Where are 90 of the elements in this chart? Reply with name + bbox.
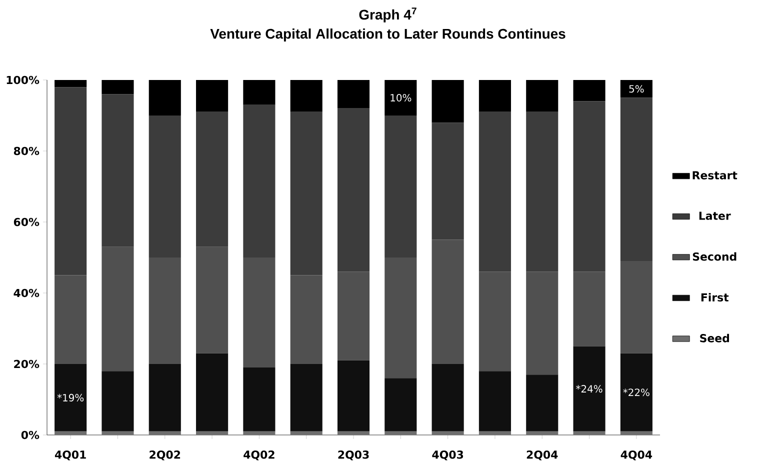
bar [196,431,228,435]
bar [620,431,652,435]
bar [102,94,134,247]
bar [290,80,322,112]
bar [102,80,134,94]
bar [432,122,464,240]
bar [148,364,181,432]
chart-subtitle: Venture Capital Allocation to Later Rounds Continues [210,28,566,42]
legend-label: First [701,293,729,302]
bar [432,364,464,432]
bar [54,431,87,435]
x-tick-label: 4Q02 [244,450,274,460]
bar [620,261,652,354]
y-tick-label: 20% [14,360,40,368]
bar [102,371,134,432]
bar [290,275,322,364]
bar [432,431,464,435]
bar [290,364,322,432]
bar [573,431,606,435]
bar [148,431,181,435]
bar [243,104,276,258]
bar [243,368,276,432]
bar [196,246,228,354]
data-label: *22% [623,388,650,396]
bar [384,257,417,378]
bar [620,80,652,98]
bar [196,112,228,247]
bar [526,112,558,272]
x-tick-label: 2Q02 [150,450,180,460]
x-tick-label: 4Q03 [432,450,464,460]
bar [573,80,606,102]
bar [478,272,512,372]
bar [526,431,558,435]
bar [526,80,558,112]
bar [478,431,512,435]
bar [573,346,606,432]
bar [290,112,322,276]
data-label: *24% [576,385,602,393]
bar [573,101,606,272]
bar [478,112,512,272]
bar [573,272,606,346]
data-label: 10% [390,94,412,102]
bar [337,80,370,108]
bar [54,275,87,364]
bar [337,360,370,432]
bar [148,115,181,258]
x-tick-label: 2Q03 [338,450,369,460]
bar [526,374,558,432]
bar [432,80,464,123]
legend-label: Restart [692,171,738,180]
bar [148,257,181,364]
x-tick-label: 4Q04 [620,450,652,460]
bar [196,353,228,432]
y-tick-label: 100% [6,76,40,84]
bar [102,431,134,435]
bar [620,353,652,432]
y-tick-label: 60% [14,218,40,226]
legend-label: Later [699,212,731,220]
x-tick-label: 2Q04 [526,450,558,460]
bar [243,80,276,105]
legend-label: Second [692,252,736,261]
y-tick-label: 40% [14,288,40,298]
bar [243,431,276,435]
bar [54,80,87,88]
y-tick-label: 80% [14,146,40,156]
bar [384,378,417,432]
bar [196,80,228,112]
bar [102,246,134,372]
y-tick-label: 0% [21,430,40,440]
bar [54,87,87,276]
chart-title: Graph 4$^{7}$ [359,8,416,22]
bar [432,240,464,364]
bar [148,80,181,116]
bar [620,98,652,262]
bar [243,257,276,368]
bar [478,371,512,432]
bar [478,80,512,112]
data-label: *19% [57,394,84,402]
bar [526,272,558,375]
bar [290,431,322,435]
bar [54,364,87,432]
x-tick-label: 4Q01 [54,450,86,460]
bar [337,272,370,360]
data-label: 5% [629,85,644,93]
bar [384,80,417,116]
bar [384,115,417,258]
legend-label: Seed [700,334,729,342]
bar [337,431,370,435]
bar [337,108,370,272]
bar [384,431,417,435]
